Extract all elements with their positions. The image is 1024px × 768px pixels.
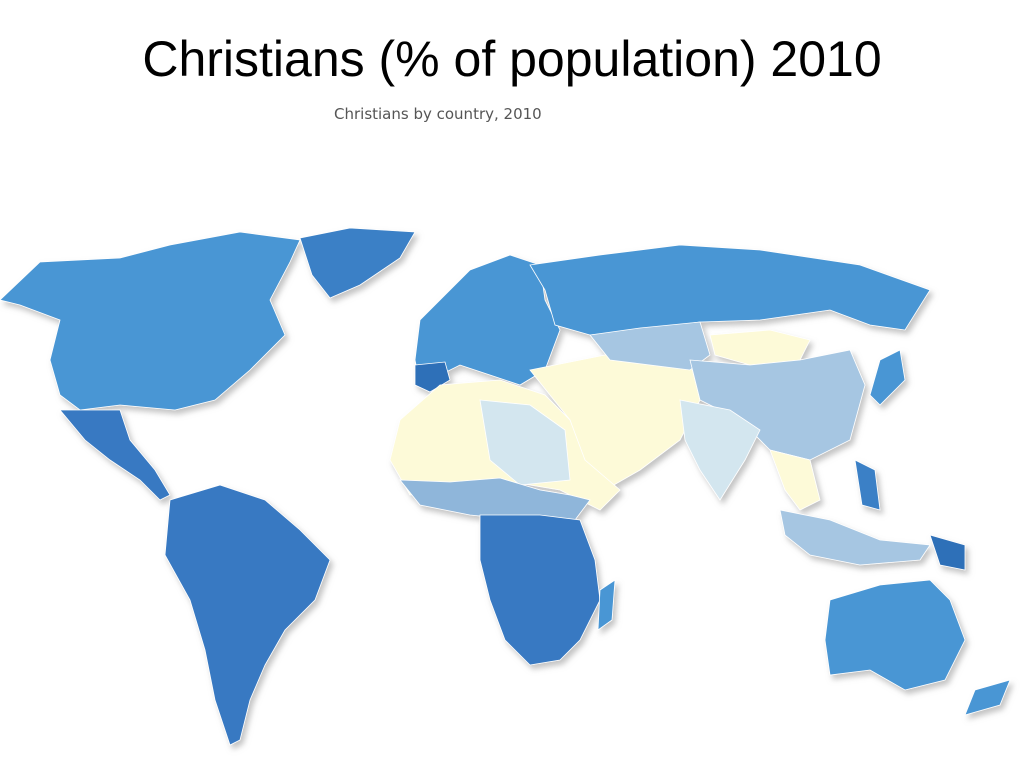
- japan: [869, 349, 906, 406]
- landmasses: [0, 227, 1011, 746]
- papua: [929, 534, 966, 571]
- south-america: [164, 484, 331, 746]
- indonesia: [779, 509, 931, 566]
- slide-title: Christians (% of population) 2010: [142, 31, 882, 87]
- greenland: [299, 227, 416, 299]
- north-america: [0, 231, 301, 411]
- russia: [529, 244, 931, 336]
- madagascar: [597, 579, 616, 631]
- philippines: [854, 459, 881, 511]
- mongolia: [709, 329, 811, 366]
- new-zealand: [964, 679, 1011, 716]
- central-africa: [479, 514, 601, 666]
- australia: [824, 579, 966, 691]
- southeast-asia: [769, 449, 821, 511]
- map-subtitle: Christians by country, 2010: [334, 105, 542, 123]
- india: [679, 399, 761, 501]
- mexico-central-america: [59, 409, 171, 501]
- west-africa: [399, 477, 591, 521]
- sudan-region: [479, 399, 571, 486]
